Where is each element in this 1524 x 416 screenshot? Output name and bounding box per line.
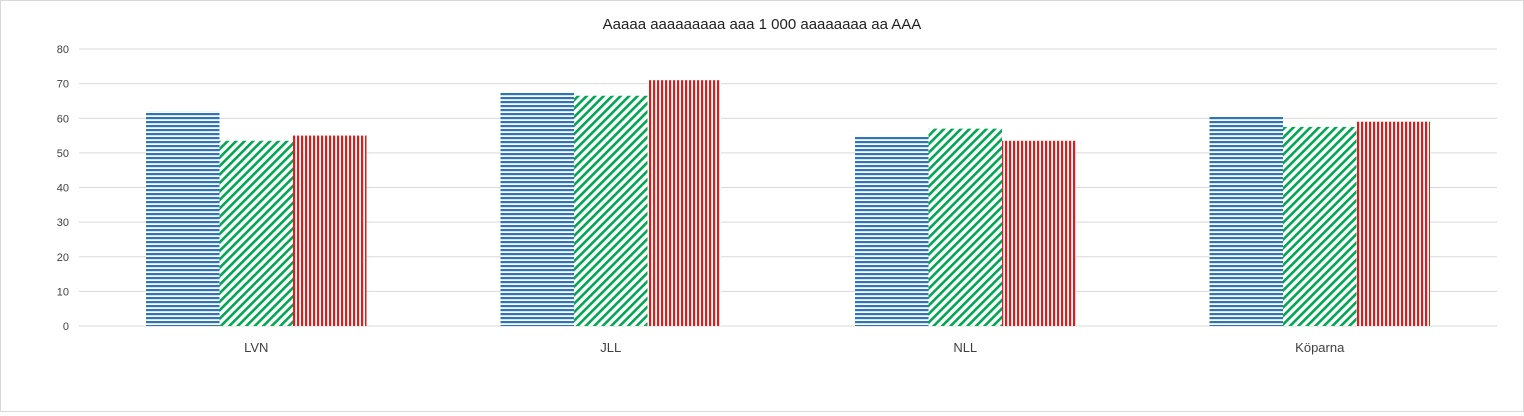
bar-nll-series-3 (1002, 140, 1076, 326)
bar-köparna-series-3 (1356, 121, 1430, 327)
y-tick-label: 30 (57, 217, 69, 229)
x-tick-label: Köparna (1295, 340, 1345, 355)
chart-title: Aaaaa aaaaaaaaa aaa 1 000 aaaaaaaa aa AA… (603, 16, 922, 33)
y-tick-label: 20 (57, 252, 69, 264)
bars (146, 80, 1430, 327)
bar-jll-series-2 (574, 95, 648, 327)
bar-jll-series-3 (647, 80, 721, 326)
y-tick-label: 50 (57, 148, 69, 160)
y-tick-label: 60 (57, 113, 69, 125)
y-tick-label: 40 (57, 183, 69, 195)
bar-nll-series-2 (928, 128, 1002, 326)
bar-lvn-series-2 (219, 140, 293, 326)
y-tick-label: 0 (63, 321, 69, 333)
bar-lvn-series-3 (293, 135, 367, 326)
bar-jll-series-1 (500, 92, 574, 326)
y-tick-label: 10 (57, 286, 69, 298)
bar-köparna-series-1 (1209, 116, 1283, 326)
bar-nll-series-1 (855, 135, 929, 326)
x-tick-label: LVN (244, 340, 268, 355)
x-tick-label: NLL (953, 340, 977, 355)
bar-lvn-series-1 (146, 111, 220, 326)
y-tick-label: 70 (57, 79, 69, 91)
y-axis-ticks: 0 10 20 30 40 50 60 70 80 (57, 44, 69, 333)
y-tick-label: 80 (57, 44, 69, 56)
bar-köparna-series-2 (1283, 126, 1357, 326)
x-axis-ticks: LVN JLL NLL Köparna (244, 340, 1345, 355)
x-tick-label: JLL (600, 340, 621, 355)
